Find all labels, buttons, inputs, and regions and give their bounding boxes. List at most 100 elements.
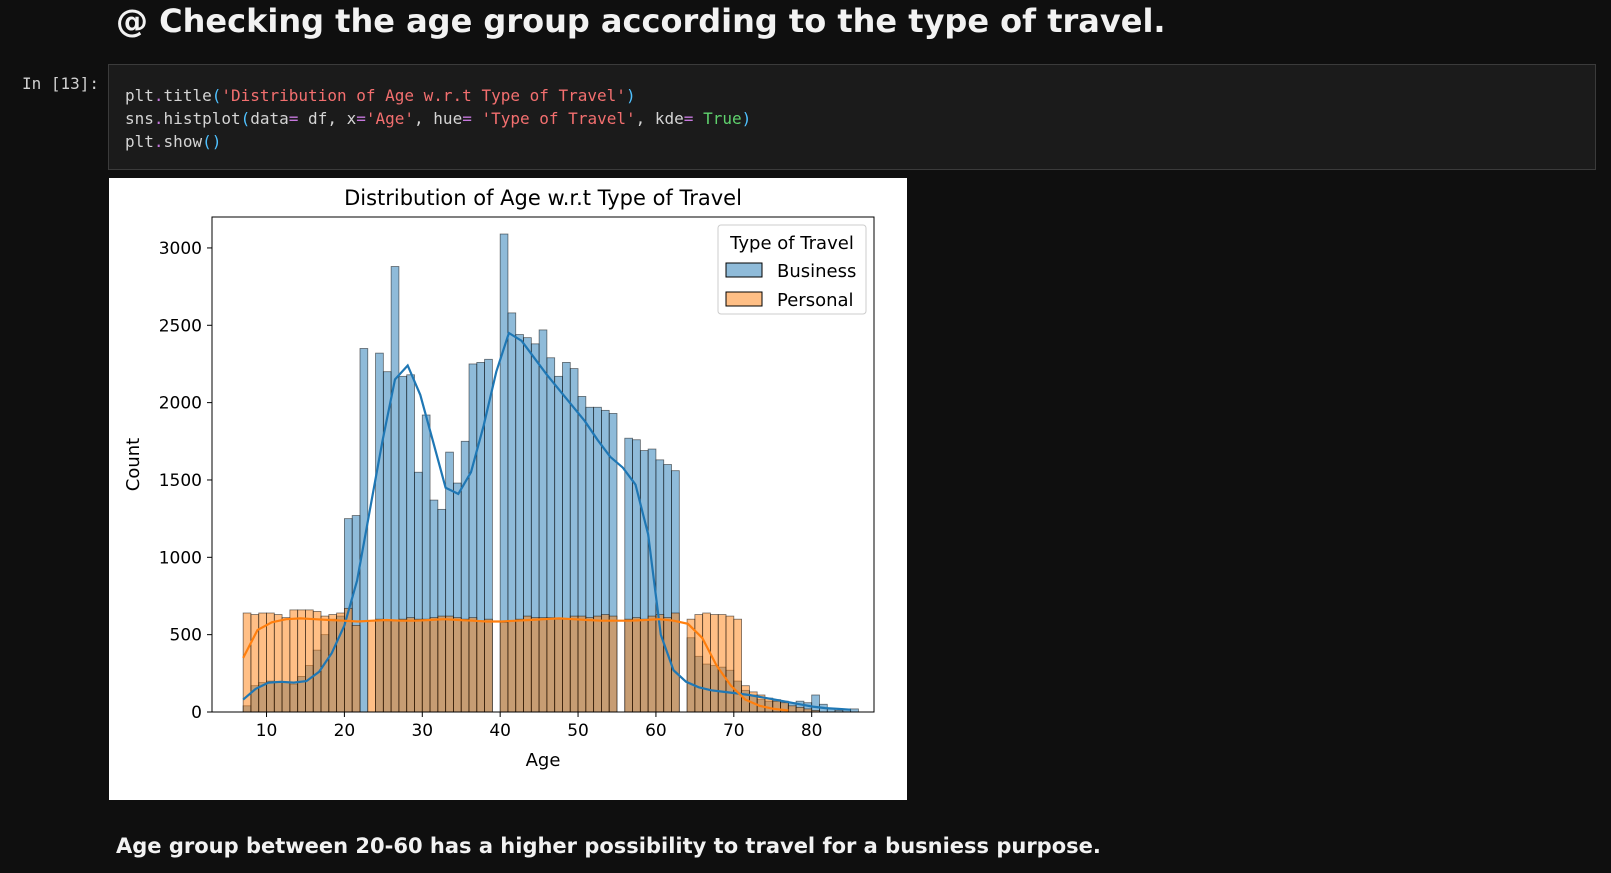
bar-personal [725,615,735,713]
kde-line-business [242,331,851,711]
bar-personal [305,609,314,713]
bar-personal [585,617,595,713]
bar-personal [476,620,485,713]
bar-personal [351,624,361,713]
bar-personal [523,615,532,713]
x-tick-label: 50 [567,721,589,741]
y-tick-label: 0 [191,703,202,723]
bar-personal [530,617,540,713]
markdown-heading: @ Checking the age group according to th… [116,2,1166,40]
code-token: , hue [414,109,463,128]
code-line: sns.histplot(data= df, x='Age', hue= 'Ty… [125,107,751,130]
bar-personal [733,618,743,713]
chart-title: Distribution of Age w.r.t Type of Travel [344,186,742,210]
histogram-chart: 10 20 30 40 50 60 70 80 0 500 1000 1500 2000 2500 3000… [123,186,875,771]
y-tick-label: 1500 [159,471,202,491]
bar-personal [639,618,649,713]
bar-personal [686,618,696,713]
bar-personal [421,618,431,713]
code-token: plt [125,86,154,105]
x-tick-label: 60 [645,721,667,741]
bar-personal [445,615,454,713]
bar-personal [663,617,672,713]
code-token: plt [125,132,154,151]
code-token: = [683,109,694,128]
code-token: = [462,109,472,128]
bar-personal [289,609,299,713]
bar-personal [562,618,571,713]
code-editor[interactable]: plt.title('Distribution of Age w.r.t Typ… [125,84,751,153]
bar-personal [515,618,524,713]
bar-personal [390,620,400,713]
bar-personal [787,705,797,713]
bar-personal [694,614,704,713]
bar-personal [577,615,587,713]
bar-personal [764,697,774,713]
bar-personal [569,615,579,713]
bar-personal [312,611,322,713]
bar-personal [795,706,805,713]
code-token: df, x [298,109,357,128]
x-tick-label: 80 [801,721,823,741]
bar-personal [367,620,376,713]
x-tick-label: 40 [489,721,511,741]
bar-business [811,694,820,713]
bar-personal [266,612,275,713]
y-tick-label: 500 [170,626,202,646]
bar-personal [382,620,392,713]
code-token: sns [125,109,154,128]
code-token: ( [211,86,222,105]
y-tick-label: 2500 [159,316,202,336]
x-tick-label: 10 [256,721,278,741]
code-token: ) [625,86,636,105]
y-tick-label: 1000 [159,548,202,568]
bar-personal [538,617,548,713]
cell-prompt: In [13]: [22,74,100,93]
code-token: show [163,132,203,151]
plot-frame [211,216,875,713]
x-tick-label: 20 [334,721,356,741]
bar-personal [281,617,291,713]
bar-personal [460,618,470,713]
bar-personal [297,609,306,713]
code-token: 'Age' [365,109,415,128]
code-token: () [202,132,222,151]
bar-personal [328,614,338,713]
y-tick-label: 3000 [159,239,202,259]
code-line: plt.title('Distribution of Age w.r.t Typ… [125,84,751,107]
bar-personal [406,617,415,713]
x-axis-label: Age [526,750,561,771]
bar-personal [375,618,384,713]
code-cell[interactable]: plt.title('Distribution of Age w.r.t Typ… [108,64,1596,170]
legend-title: Type of Travel [729,233,854,254]
code-token: 'Type of Travel' [481,109,636,128]
code-token [693,109,703,128]
bar-personal [468,617,478,713]
bar-personal [437,615,447,713]
bar-personal [398,618,408,713]
code-token: ( [240,109,251,128]
legend-label-personal: Personal [777,290,854,311]
bar-personal [647,615,657,713]
y-axis-label: Count [123,438,144,491]
bar-personal [499,621,509,713]
bar-personal [429,617,439,713]
bar-personal [717,614,727,713]
bar-personal [546,617,556,713]
bar-personal [593,615,602,713]
code-token: . [153,109,164,128]
bar-personal [632,617,641,713]
markdown-note: Age group between 20-60 has a higher pos… [116,834,1101,858]
code-line: plt.show() [125,130,751,153]
code-token: , kde [635,109,684,128]
code-token: = [288,109,299,128]
x-tick-label: 30 [411,721,433,741]
code-token: . [153,86,164,105]
cell-output: 10 20 30 40 50 60 70 80 0 500 1000 1500 2000 2500 3000… [109,178,907,800]
legend-swatch-personal [725,291,763,307]
code-token: 'Distribution of Age w.r.t Type of Trave… [221,86,626,105]
legend-label-business: Business [777,261,856,282]
kde-line-personal [242,617,789,712]
y-tick-label: 2000 [159,394,202,414]
bar-personal [484,618,493,713]
